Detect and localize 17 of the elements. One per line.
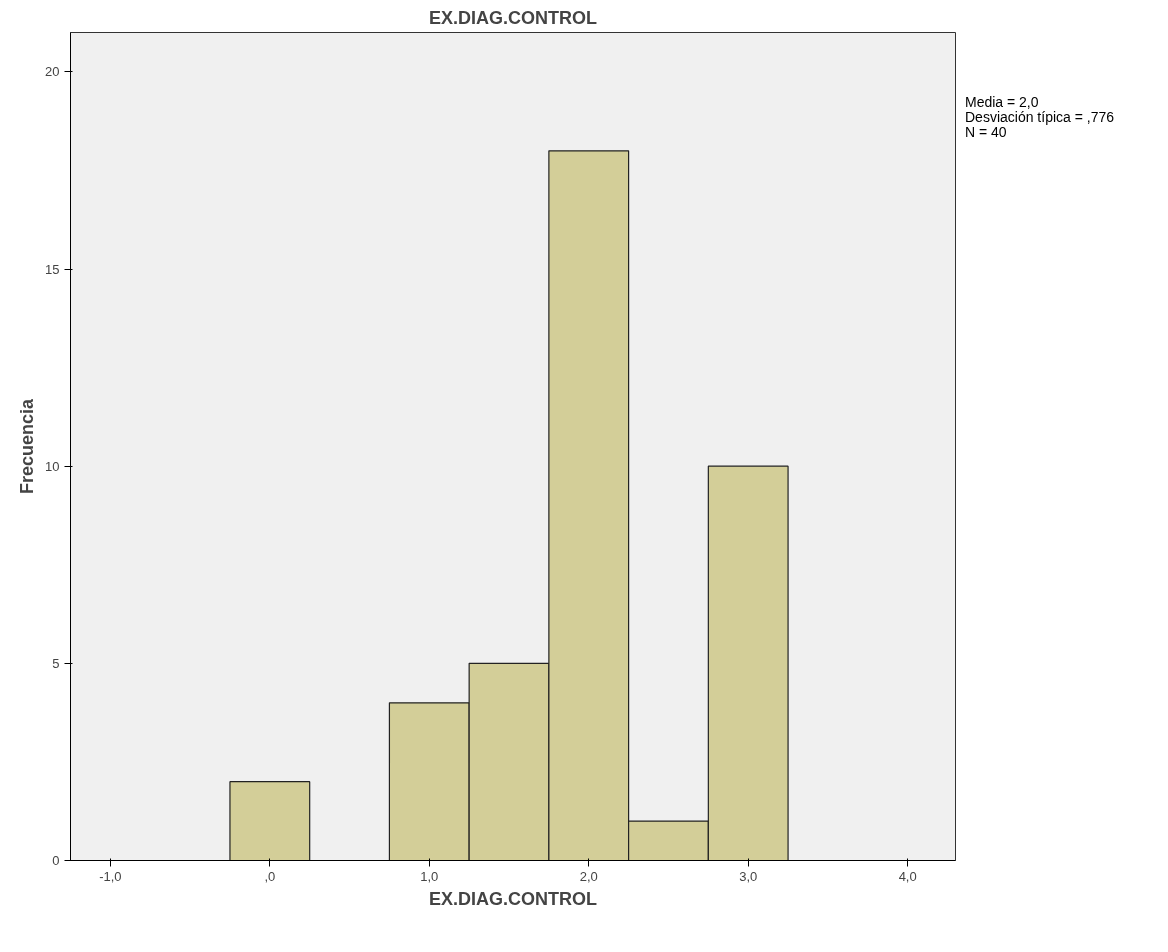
y-axis-title: Frecuencia bbox=[17, 397, 38, 495]
y-tick-label: 20 bbox=[45, 64, 60, 80]
y-tick-label: 0 bbox=[52, 853, 60, 868]
x-tick-label: -1,0 bbox=[99, 868, 122, 884]
y-tick-label: 15 bbox=[45, 261, 60, 277]
text: N = 40 bbox=[965, 124, 1007, 140]
chart-title: EX.DIAG.CONTROL bbox=[429, 7, 598, 28]
text: Media = 2,0 bbox=[965, 94, 1039, 110]
y-tick-label: 10 bbox=[45, 458, 60, 474]
x-tick-label: 3,0 bbox=[739, 868, 758, 884]
x-tick-label: 2,0 bbox=[579, 868, 598, 884]
x-axis-title: EX.DIAG.CONTROL bbox=[429, 888, 598, 909]
x-tick-label: ,0 bbox=[264, 868, 276, 884]
text: Desviación típica = ,776 bbox=[965, 109, 1115, 125]
x-tick-label: 4,0 bbox=[898, 868, 917, 884]
y-tick-label: 5 bbox=[52, 655, 60, 671]
x-tick-label: 1,0 bbox=[420, 868, 439, 884]
